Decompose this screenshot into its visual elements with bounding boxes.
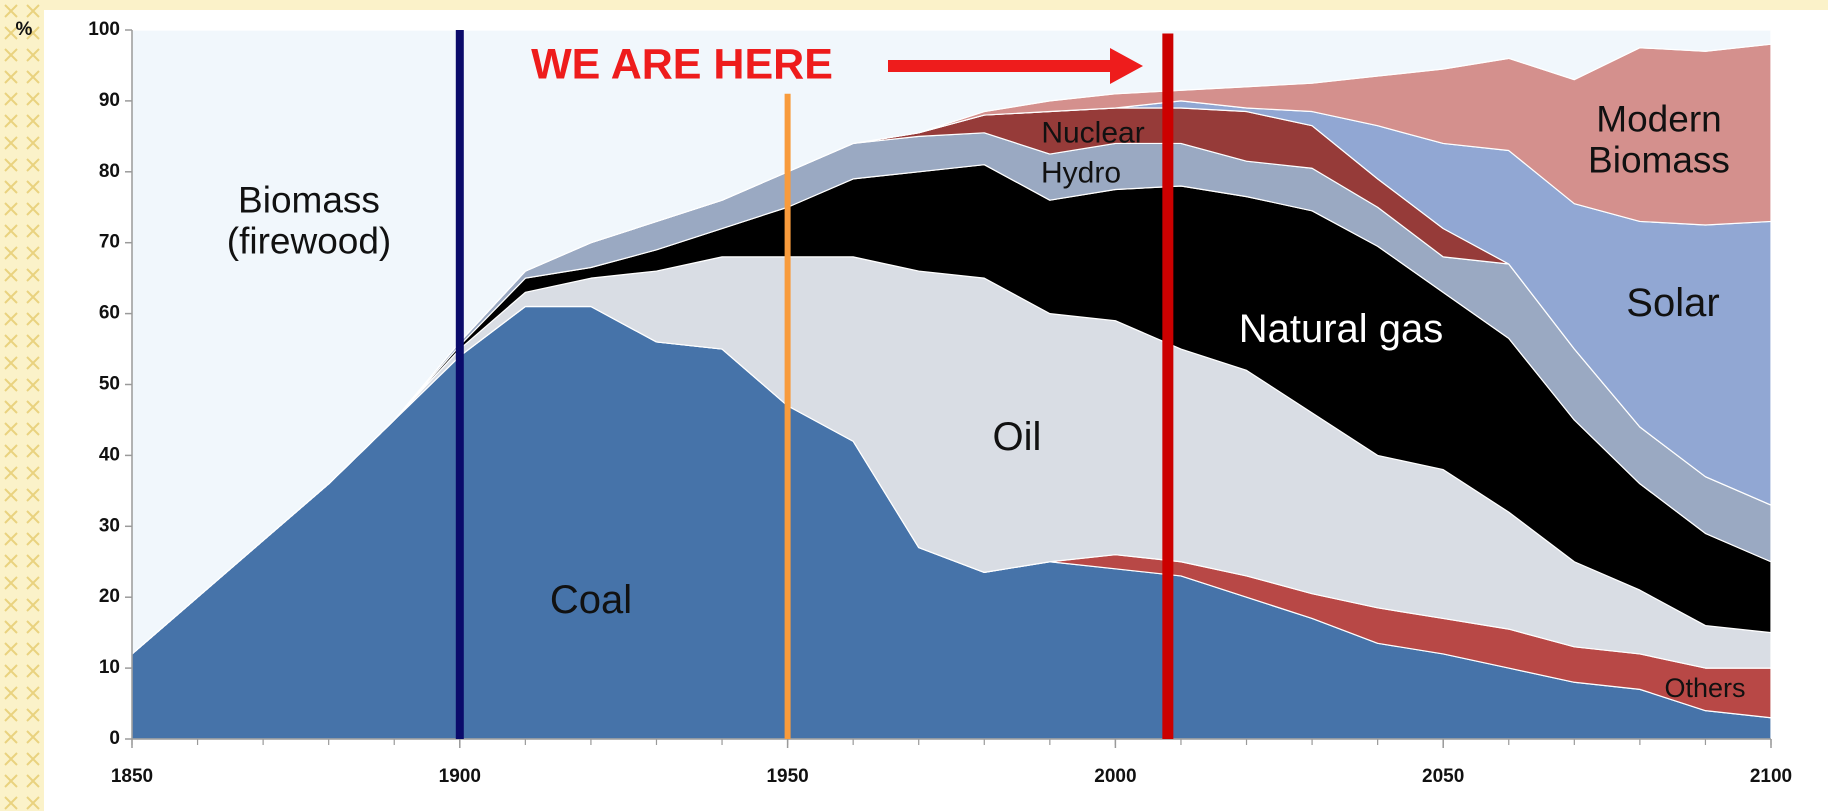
x-tick-label: 2050 <box>1422 766 1464 787</box>
y-tick-label: 20 <box>99 586 120 607</box>
series-label: Hydro <box>1040 156 1122 190</box>
y-tick-label: 90 <box>99 90 120 111</box>
series-label: Coal <box>549 578 633 622</box>
x-tick-label: 2100 <box>1750 766 1792 787</box>
y-tick-label: 80 <box>99 161 120 182</box>
x-tick-label: 1950 <box>766 766 808 787</box>
decor-strip <box>0 0 44 811</box>
y-tick-label: 60 <box>99 303 120 324</box>
series-label: Modern Biomass <box>1588 98 1730 180</box>
series-label: Others <box>1664 673 1746 704</box>
y-tick-label: 50 <box>99 374 120 395</box>
series-label: Oil <box>992 415 1042 459</box>
x-tick-label: 2000 <box>1094 766 1136 787</box>
y-tick-label: 0 <box>109 728 120 749</box>
y-tick-label: 40 <box>99 444 120 465</box>
series-label: Solar <box>1626 281 1720 325</box>
series-label: Natural gas <box>1238 307 1444 351</box>
area <box>131 29 1772 655</box>
y-tick-label: 70 <box>99 232 120 253</box>
series-label: Biomass (firewood) <box>226 179 392 261</box>
x-tick-label: 1900 <box>439 766 481 787</box>
annotation-arrow <box>888 48 1143 84</box>
y-tick-label: 10 <box>99 657 120 678</box>
x-tick-label: 1850 <box>111 766 153 787</box>
series-label: Nuclear <box>1041 116 1145 150</box>
annotation: WE ARE HERE <box>531 40 833 88</box>
y-tick-label: 100 <box>88 19 120 40</box>
y-tick-label: 30 <box>99 515 120 536</box>
y-axis-label: % <box>16 19 33 40</box>
